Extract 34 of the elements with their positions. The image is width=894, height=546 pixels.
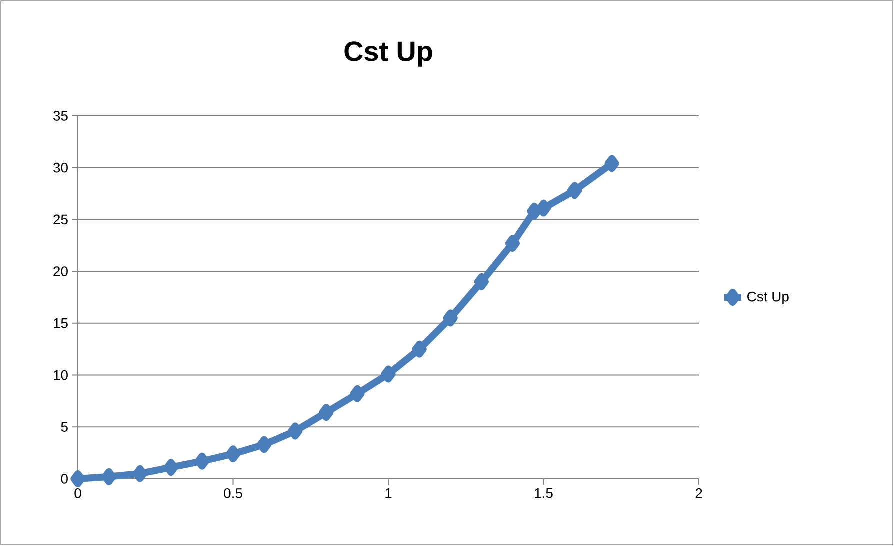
point <box>319 404 334 422</box>
y-tick-label: 20 <box>54 266 68 276</box>
y-tick-label: 5 <box>61 422 68 432</box>
point <box>288 422 303 440</box>
point <box>527 202 542 220</box>
point <box>350 385 365 402</box>
legend-label: Cst Up <box>748 292 789 304</box>
point <box>604 155 620 172</box>
point <box>102 468 116 486</box>
point <box>164 459 178 476</box>
point <box>412 340 427 358</box>
point <box>568 182 582 200</box>
x-tick-label: 0 <box>74 488 82 498</box>
x-tick-label: 1 <box>386 488 392 498</box>
y-tick-label: 10 <box>54 370 68 380</box>
point <box>505 235 520 252</box>
point <box>257 436 272 454</box>
chart-title: Cst Up <box>344 42 432 67</box>
y-tick-label: 25 <box>54 214 68 225</box>
x-tick-label: 2 <box>696 488 702 498</box>
point <box>70 470 86 488</box>
x-tick-label: 0.5 <box>224 488 242 498</box>
y-tick-label: 30 <box>54 162 68 173</box>
y-tick-label: 15 <box>54 318 68 328</box>
x-tick-label: 1.5 <box>535 488 553 498</box>
point <box>536 200 552 217</box>
y-tick-label: 0 <box>61 474 68 484</box>
point <box>474 273 489 290</box>
y-tick-label: 35 <box>54 111 68 121</box>
point <box>194 452 210 470</box>
point <box>226 446 241 463</box>
point <box>443 310 458 327</box>
point <box>381 366 396 383</box>
point <box>132 465 148 482</box>
